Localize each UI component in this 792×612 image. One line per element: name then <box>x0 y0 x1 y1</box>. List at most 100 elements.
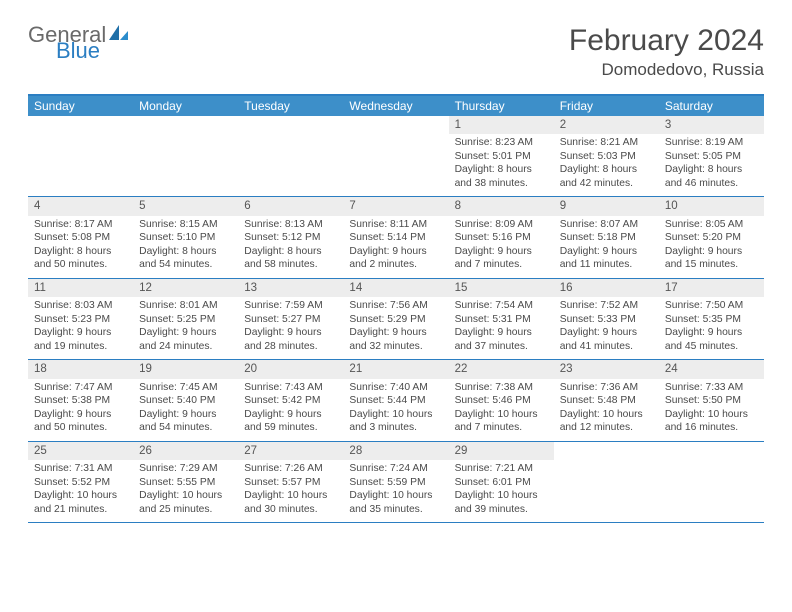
week-row: 25Sunrise: 7:31 AMSunset: 5:52 PMDayligh… <box>28 442 764 523</box>
day-number: 28 <box>343 442 448 460</box>
day-body: Sunrise: 8:15 AMSunset: 5:10 PMDaylight:… <box>133 216 238 278</box>
daylight-text: Daylight: 9 hours and 28 minutes. <box>244 326 337 353</box>
day-number: 11 <box>28 279 133 297</box>
daylight-text: Daylight: 10 hours and 7 minutes. <box>455 408 548 435</box>
daylight-text: Daylight: 8 hours and 54 minutes. <box>139 245 232 272</box>
day-body: Sunrise: 7:59 AMSunset: 5:27 PMDaylight:… <box>238 297 343 359</box>
daylight-text: Daylight: 8 hours and 58 minutes. <box>244 245 337 272</box>
sunset-text: Sunset: 5:16 PM <box>455 231 548 245</box>
day-cell <box>343 116 448 196</box>
day-cell: 5Sunrise: 8:15 AMSunset: 5:10 PMDaylight… <box>133 197 238 277</box>
day-number <box>554 442 659 460</box>
day-cell: 12Sunrise: 8:01 AMSunset: 5:25 PMDayligh… <box>133 279 238 359</box>
week-row: 18Sunrise: 7:47 AMSunset: 5:38 PMDayligh… <box>28 360 764 441</box>
day-body: Sunrise: 8:13 AMSunset: 5:12 PMDaylight:… <box>238 216 343 278</box>
day-number: 14 <box>343 279 448 297</box>
day-body: Sunrise: 7:26 AMSunset: 5:57 PMDaylight:… <box>238 460 343 522</box>
sunrise-text: Sunrise: 7:52 AM <box>560 299 653 313</box>
sunrise-text: Sunrise: 8:01 AM <box>139 299 232 313</box>
daylight-text: Daylight: 9 hours and 59 minutes. <box>244 408 337 435</box>
sunset-text: Sunset: 5:57 PM <box>244 476 337 490</box>
day-number: 19 <box>133 360 238 378</box>
week-row: 11Sunrise: 8:03 AMSunset: 5:23 PMDayligh… <box>28 279 764 360</box>
daylight-text: Daylight: 9 hours and 15 minutes. <box>665 245 758 272</box>
brand-logo: General Blue <box>28 24 130 62</box>
sunrise-text: Sunrise: 7:24 AM <box>349 462 442 476</box>
location-subtitle: Domodedovo, Russia <box>569 60 764 80</box>
day-number: 4 <box>28 197 133 215</box>
daylight-text: Daylight: 9 hours and 41 minutes. <box>560 326 653 353</box>
sunrise-text: Sunrise: 7:26 AM <box>244 462 337 476</box>
sunrise-text: Sunrise: 8:21 AM <box>560 136 653 150</box>
daylight-text: Daylight: 9 hours and 19 minutes. <box>34 326 127 353</box>
day-number: 10 <box>659 197 764 215</box>
sunrise-text: Sunrise: 7:59 AM <box>244 299 337 313</box>
day-body: Sunrise: 8:21 AMSunset: 5:03 PMDaylight:… <box>554 134 659 196</box>
daylight-text: Daylight: 9 hours and 54 minutes. <box>139 408 232 435</box>
sunset-text: Sunset: 5:25 PM <box>139 313 232 327</box>
title-block: February 2024 Domodedovo, Russia <box>569 24 764 80</box>
day-body: Sunrise: 7:21 AMSunset: 6:01 PMDaylight:… <box>449 460 554 522</box>
sunrise-text: Sunrise: 7:40 AM <box>349 381 442 395</box>
day-cell <box>659 442 764 522</box>
daylight-text: Daylight: 9 hours and 32 minutes. <box>349 326 442 353</box>
sunset-text: Sunset: 5:27 PM <box>244 313 337 327</box>
daylight-text: Daylight: 9 hours and 37 minutes. <box>455 326 548 353</box>
day-body: Sunrise: 7:38 AMSunset: 5:46 PMDaylight:… <box>449 379 554 441</box>
sunrise-text: Sunrise: 8:03 AM <box>34 299 127 313</box>
sunrise-text: Sunrise: 8:07 AM <box>560 218 653 232</box>
day-number: 18 <box>28 360 133 378</box>
day-number: 15 <box>449 279 554 297</box>
day-body: Sunrise: 7:52 AMSunset: 5:33 PMDaylight:… <box>554 297 659 359</box>
sunset-text: Sunset: 5:31 PM <box>455 313 548 327</box>
day-cell: 22Sunrise: 7:38 AMSunset: 5:46 PMDayligh… <box>449 360 554 440</box>
day-header-sat: Saturday <box>659 96 764 116</box>
sunrise-text: Sunrise: 7:31 AM <box>34 462 127 476</box>
day-header-thu: Thursday <box>449 96 554 116</box>
sunrise-text: Sunrise: 8:19 AM <box>665 136 758 150</box>
sunset-text: Sunset: 5:20 PM <box>665 231 758 245</box>
sunset-text: Sunset: 5:18 PM <box>560 231 653 245</box>
sunrise-text: Sunrise: 7:21 AM <box>455 462 548 476</box>
day-number: 17 <box>659 279 764 297</box>
day-cell: 2Sunrise: 8:21 AMSunset: 5:03 PMDaylight… <box>554 116 659 196</box>
day-number: 3 <box>659 116 764 134</box>
sunset-text: Sunset: 5:10 PM <box>139 231 232 245</box>
sunrise-text: Sunrise: 7:38 AM <box>455 381 548 395</box>
logo-sail-icon <box>108 24 130 46</box>
daylight-text: Daylight: 10 hours and 21 minutes. <box>34 489 127 516</box>
sunrise-text: Sunrise: 7:47 AM <box>34 381 127 395</box>
day-body: Sunrise: 8:09 AMSunset: 5:16 PMDaylight:… <box>449 216 554 278</box>
day-number: 25 <box>28 442 133 460</box>
day-cell: 11Sunrise: 8:03 AMSunset: 5:23 PMDayligh… <box>28 279 133 359</box>
sunrise-text: Sunrise: 8:11 AM <box>349 218 442 232</box>
week-row: 4Sunrise: 8:17 AMSunset: 5:08 PMDaylight… <box>28 197 764 278</box>
day-number: 20 <box>238 360 343 378</box>
day-body: Sunrise: 8:11 AMSunset: 5:14 PMDaylight:… <box>343 216 448 278</box>
sunset-text: Sunset: 5:46 PM <box>455 394 548 408</box>
day-body: Sunrise: 8:05 AMSunset: 5:20 PMDaylight:… <box>659 216 764 278</box>
day-cell: 25Sunrise: 7:31 AMSunset: 5:52 PMDayligh… <box>28 442 133 522</box>
daylight-text: Daylight: 10 hours and 25 minutes. <box>139 489 232 516</box>
sunrise-text: Sunrise: 7:43 AM <box>244 381 337 395</box>
day-cell <box>238 116 343 196</box>
day-number <box>343 116 448 134</box>
month-title: February 2024 <box>569 24 764 58</box>
sunset-text: Sunset: 5:12 PM <box>244 231 337 245</box>
daylight-text: Daylight: 9 hours and 45 minutes. <box>665 326 758 353</box>
sunrise-text: Sunrise: 8:09 AM <box>455 218 548 232</box>
day-number <box>133 116 238 134</box>
day-number <box>238 116 343 134</box>
day-cell: 10Sunrise: 8:05 AMSunset: 5:20 PMDayligh… <box>659 197 764 277</box>
daylight-text: Daylight: 9 hours and 11 minutes. <box>560 245 653 272</box>
day-cell <box>133 116 238 196</box>
day-header-row: Sunday Monday Tuesday Wednesday Thursday… <box>28 96 764 116</box>
page-header: General Blue February 2024 Domodedovo, R… <box>28 24 764 80</box>
sunrise-text: Sunrise: 8:23 AM <box>455 136 548 150</box>
day-header-tue: Tuesday <box>238 96 343 116</box>
day-header-fri: Friday <box>554 96 659 116</box>
daylight-text: Daylight: 10 hours and 30 minutes. <box>244 489 337 516</box>
day-cell: 29Sunrise: 7:21 AMSunset: 6:01 PMDayligh… <box>449 442 554 522</box>
daylight-text: Daylight: 9 hours and 2 minutes. <box>349 245 442 272</box>
daylight-text: Daylight: 9 hours and 24 minutes. <box>139 326 232 353</box>
